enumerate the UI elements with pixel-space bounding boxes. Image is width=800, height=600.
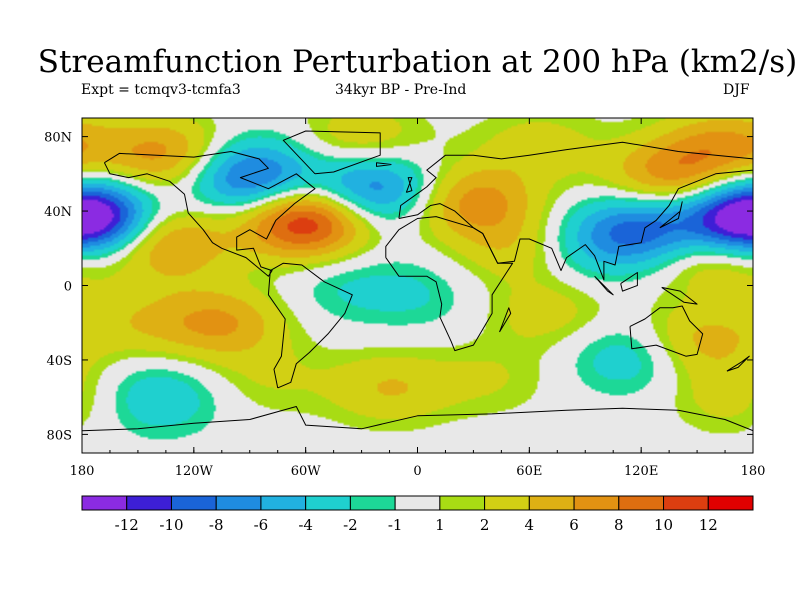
coastline <box>726 355 750 372</box>
x-tick-label: 180 <box>741 464 766 479</box>
colorbar-swatch <box>573 495 620 511</box>
colorbar-swatch <box>349 495 396 511</box>
coastline <box>82 406 753 432</box>
coastline <box>376 162 392 167</box>
colorbar-swatch <box>484 495 530 511</box>
colorbar-swatch <box>305 495 351 511</box>
colorbar-swatch <box>215 495 262 511</box>
colorbar: -12 -10 -8 -6 -4 -2 -1 1 2 4 6 8 10 12 <box>81 495 754 534</box>
plot-title: Streamfunction Perturbation at 200 hPa (… <box>37 44 798 80</box>
season-label: DJF <box>723 82 750 98</box>
colorbar-label: 10 <box>654 516 673 534</box>
x-tick-label: 0 <box>413 464 421 479</box>
coastlines <box>82 130 753 432</box>
period-label: 34kyr BP - Pre-Ind <box>335 82 467 98</box>
colorbar-label: 12 <box>699 516 718 534</box>
coastline <box>267 262 353 389</box>
colorbar-swatch <box>126 495 172 511</box>
colorbar-label: 2 <box>480 516 490 534</box>
colorbar-swatch <box>707 495 754 511</box>
coastline <box>659 201 683 229</box>
coastline <box>282 130 381 175</box>
colorbar-label: -8 <box>209 516 224 534</box>
colorbar-label: -2 <box>343 516 358 534</box>
anomaly-field <box>82 118 753 453</box>
colorbar-label: -10 <box>159 516 183 534</box>
coastline <box>103 151 316 277</box>
y-tick-label: 0 <box>64 280 72 295</box>
map-axes: 180 120W 60W 0 60E 120E 180 80N 40N 0 40S 80S <box>44 118 765 479</box>
coastline <box>385 216 514 352</box>
colorbar-label: -1 <box>388 516 403 534</box>
colorbar-label: -4 <box>298 516 313 534</box>
colorbar-label: 6 <box>569 516 579 534</box>
colorbar-swatch <box>528 495 575 511</box>
y-tick-label: 40S <box>47 354 72 369</box>
y-tick-label: 80S <box>47 428 72 443</box>
x-tick-label: 60W <box>291 464 322 479</box>
colorbar-swatch <box>170 495 217 511</box>
colorbar-label: 1 <box>435 516 445 534</box>
colorbar-swatch <box>260 495 307 511</box>
x-tick-label: 120W <box>175 464 214 479</box>
colorbar-swatch <box>618 495 665 511</box>
colorbar-label: -6 <box>254 516 269 534</box>
x-tick-label: 120E <box>624 464 658 479</box>
experiment-label: Expt = tcmqv3-tcmfa3 <box>81 82 241 98</box>
colorbar-swatch <box>439 495 486 511</box>
colorbar-label: -12 <box>115 516 139 534</box>
x-tick-label: 60E <box>516 464 542 479</box>
y-tick-label: 40N <box>44 205 72 220</box>
coastline <box>499 307 512 333</box>
y-tick-label: 80N <box>44 131 72 146</box>
coastline <box>661 286 698 305</box>
colorbar-label: 8 <box>614 516 624 534</box>
coastline <box>629 305 704 357</box>
x-tick-label: 180 <box>70 464 95 479</box>
colorbar-swatch <box>394 495 441 511</box>
colorbar-label: 4 <box>525 516 535 534</box>
colorbar-swatch <box>81 495 128 511</box>
coastline <box>405 177 413 193</box>
coastline <box>594 275 614 296</box>
map-area <box>82 118 753 453</box>
coastline <box>620 272 638 292</box>
colorbar-swatch <box>663 495 709 511</box>
